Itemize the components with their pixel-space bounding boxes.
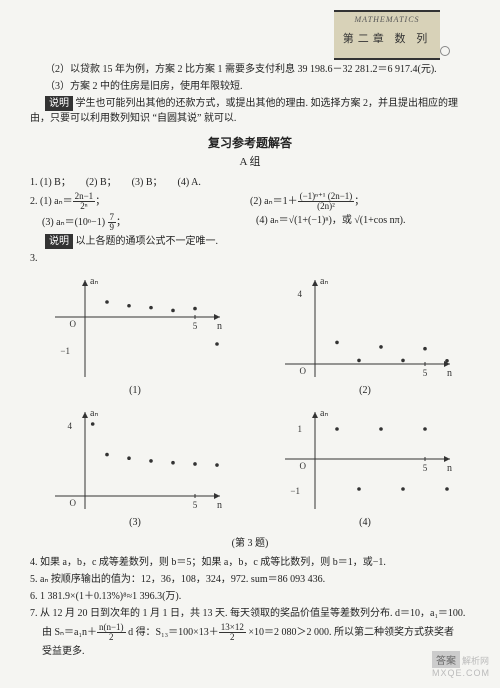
scatter-plot: Oaₙ n 5 −1 <box>40 272 230 382</box>
svg-text:5: 5 <box>423 368 428 378</box>
svg-text:5: 5 <box>193 500 198 510</box>
question-2-row1: 2. (1) aₙ＝2n−12ⁿ； (2) aₙ＝1＋(−1)ⁿ⁺¹ (2n−1… <box>30 192 470 211</box>
question-5: 5. aₙ 按顺序输出的值为：12，36，108，324，972. sum＝86… <box>30 572 470 587</box>
chart-3: Oaₙ n 5 4 (3) <box>30 404 240 530</box>
chart-2: Oaₙ n 5 4 (2) <box>260 272 470 398</box>
svg-text:O: O <box>70 319 77 329</box>
note-2-paragraph: 说明 以上各题的通项公式不一定唯一. <box>30 234 470 249</box>
scatter-plot: Oaₙ n 5 1 −1 <box>270 404 460 514</box>
chapter-header: MATHEMATICS 第二章 数 列 <box>334 10 440 60</box>
q2-part3: (3) aₙ＝(10ⁿ−1) 79； <box>30 213 256 232</box>
paragraph-2: （2）以贷款 15 年为例，方案 2 比方案 1 需要多支付利息 39 198.… <box>30 62 470 77</box>
svg-text:aₙ: aₙ <box>320 408 328 419</box>
svg-text:O: O <box>300 366 307 376</box>
svg-text:4: 4 <box>68 421 73 431</box>
question-7-line3: 受益更多. <box>30 644 470 659</box>
note-tag: 说明 <box>45 234 73 249</box>
chart-4: Oaₙ n 5 1 −1 (4) <box>260 404 470 530</box>
svg-text:5: 5 <box>423 463 428 473</box>
group-label: A 组 <box>30 154 470 171</box>
chart-1: Oaₙ n 5 −1 (1) <box>30 272 240 398</box>
question-7-line2: 由 Sₙ＝a₁n＋n(n−1)2 d 得：S₁₃＝100×13＋13×122 ×… <box>30 623 470 642</box>
svg-text:n: n <box>217 321 222 332</box>
svg-text:aₙ: aₙ <box>90 276 98 287</box>
svg-text:5: 5 <box>193 321 198 331</box>
question-6: 6. 1 381.9×(1＋0.13%)⁸≈1 396.3(万). <box>30 589 470 604</box>
header-mathematics: MATHEMATICS <box>337 15 437 24</box>
note-paragraph: 说明 学生也可能列出其他的还款方式，或提出其他的理由. 如选择方案 2，并且提出… <box>30 96 470 126</box>
chart-caption: (4) <box>260 515 470 530</box>
svg-text:O: O <box>300 461 307 471</box>
svg-text:4: 4 <box>298 289 303 299</box>
note-text: 学生也可能列出其他的还款方式，或提出其他的理由. 如选择方案 2，并且提出相应的… <box>30 98 458 124</box>
note-tag: 说明 <box>45 96 73 111</box>
note-2-text: 以上各题的通项公式不一定唯一. <box>73 236 218 247</box>
svg-text:O: O <box>70 498 77 508</box>
chart-caption: (3) <box>30 515 240 530</box>
svg-text:−1: −1 <box>60 346 70 356</box>
question-2-row2: (3) aₙ＝(10ⁿ−1) 79； (4) aₙ＝√(1+(−1)ⁿ)，或 √… <box>30 213 470 232</box>
q2-part2: (2) aₙ＝1＋(−1)ⁿ⁺¹ (2n−1)(2n)²； <box>250 192 470 211</box>
svg-text:n: n <box>447 463 452 474</box>
watermark-box: 答案 <box>432 651 460 668</box>
svg-text:1: 1 <box>298 424 303 434</box>
svg-text:−1: −1 <box>290 486 300 496</box>
svg-text:aₙ: aₙ <box>320 276 328 287</box>
q2-part4: (4) aₙ＝√(1+(−1)ⁿ)，或 √(1+cos nπ). <box>256 213 470 232</box>
page-content: （2）以贷款 15 年为例，方案 2 比方案 1 需要多支付利息 39 198.… <box>30 60 470 661</box>
header-subtitle: 第二章 数 列 <box>337 30 437 46</box>
svg-text:aₙ: aₙ <box>90 408 98 419</box>
fraction: 13×122 <box>219 623 246 642</box>
fraction: n(n−1)2 <box>97 623 126 642</box>
fraction: (−1)ⁿ⁺¹ (2n−1)(2n)² <box>298 192 355 211</box>
watermark: 答案解析网 MXQE.COM <box>432 651 490 678</box>
question-1: 1. (1) B； (2) B； (3) B； (4) A. <box>30 175 470 190</box>
q2-part1: 2. (1) aₙ＝2n−12ⁿ； <box>30 192 250 211</box>
svg-text:n: n <box>217 500 222 511</box>
question-7-line1: 7. 从 12 月 20 日到次年的 1 月 1 日，共 13 天. 每天领取的… <box>30 606 470 621</box>
question-4: 4. 如果 a，b，c 成等差数列，则 b＝5；如果 a，b，c 成等比数列，则… <box>30 555 470 570</box>
question-3-stem: 3. <box>30 251 470 266</box>
watermark-url: MXQE.COM <box>432 668 490 678</box>
fraction: 79 <box>108 213 117 232</box>
charts-big-caption: (第 3 题) <box>30 536 470 551</box>
decorative-circle <box>440 46 450 56</box>
chart-caption: (2) <box>260 383 470 398</box>
review-title: 复习参考题解答 <box>30 134 470 152</box>
charts-grid: Oaₙ n 5 −1 (1) Oaₙ n 5 4 (2) Oaₙ n 5 4 (3) Oaₙ n 5 1 −1 (4) <box>30 272 470 530</box>
paragraph-3: （3）方案 2 中的住房是旧房，使用年限较短. <box>30 79 470 94</box>
watermark-text: 解析网 <box>462 656 489 666</box>
scatter-plot: Oaₙ n 5 4 <box>40 404 230 514</box>
chart-caption: (1) <box>30 383 240 398</box>
scatter-plot: Oaₙ n 5 4 <box>270 272 460 382</box>
svg-text:n: n <box>447 368 452 379</box>
fraction: 2n−12ⁿ <box>73 192 96 211</box>
